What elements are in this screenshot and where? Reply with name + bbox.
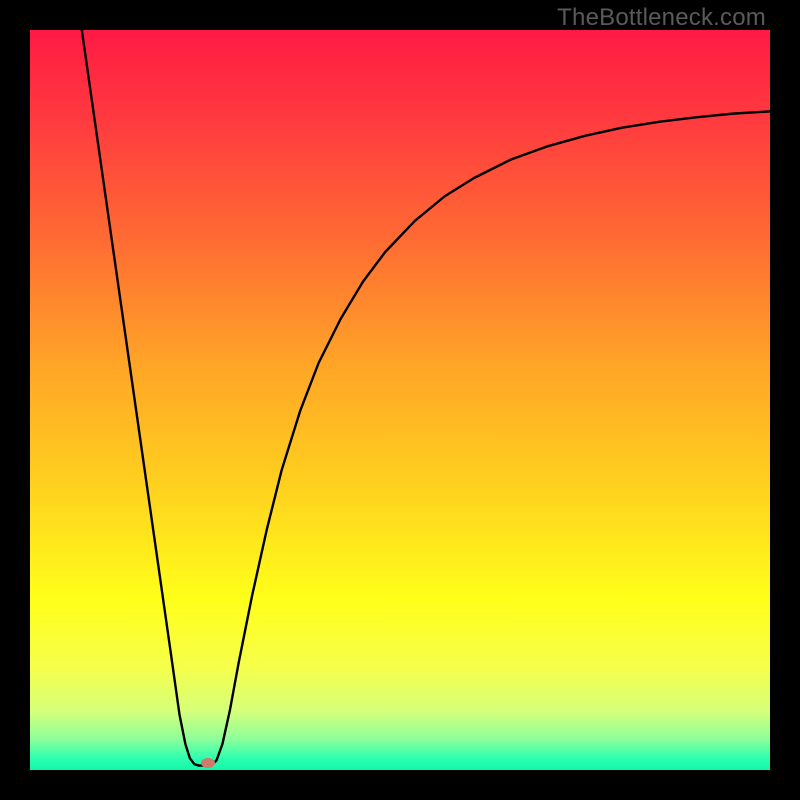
plot-area bbox=[30, 30, 770, 770]
watermark-text: TheBottleneck.com bbox=[557, 4, 766, 32]
optimal-point-marker bbox=[201, 758, 215, 768]
chart-container: TheBottleneck.com bbox=[0, 0, 800, 800]
